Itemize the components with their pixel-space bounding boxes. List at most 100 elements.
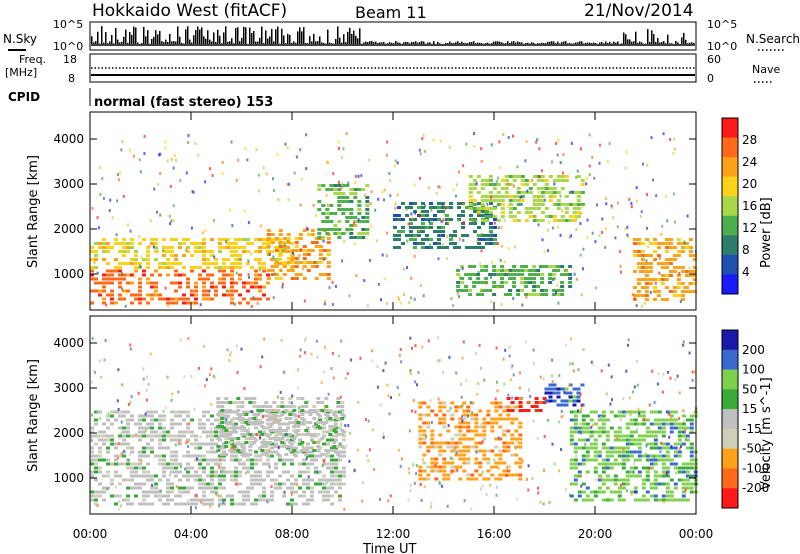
data-cell [210, 478, 214, 482]
data-cell [230, 426, 234, 430]
data-cell [146, 262, 150, 265]
data-cell [632, 242, 637, 245]
data-cell [174, 502, 178, 506]
data-cell [246, 486, 250, 490]
data-cell [493, 238, 497, 241]
data-cell [321, 212, 326, 215]
speckle [277, 198, 280, 202]
speckle [601, 477, 604, 481]
data-cell [298, 486, 302, 490]
speckle [168, 214, 171, 218]
noise-bar [161, 41, 163, 44]
speckle [381, 190, 384, 194]
speckle [107, 411, 110, 415]
data-cell [146, 434, 150, 438]
data-cell [130, 301, 134, 305]
data-cell [218, 269, 222, 273]
colorbar-tick: 4 [742, 265, 750, 279]
data-cell [572, 215, 577, 218]
data-cell [114, 258, 118, 261]
speckle [129, 229, 132, 233]
noise-bar [545, 43, 547, 44]
data-cell [264, 405, 269, 408]
data-cell [560, 219, 565, 222]
data-cell [605, 454, 610, 458]
speckle [408, 471, 411, 475]
data-cell [138, 438, 142, 442]
data-cell [320, 401, 325, 404]
data-cell [665, 482, 670, 486]
noise-bar [661, 42, 663, 44]
data-cell [468, 187, 473, 190]
data-cell [490, 449, 495, 453]
speckle [438, 234, 441, 237]
data-cell [334, 478, 338, 482]
data-cell [300, 413, 305, 416]
data-cell [286, 470, 290, 474]
data-cell [677, 422, 682, 426]
speckle [591, 362, 594, 366]
data-cell [134, 297, 138, 301]
data-cell [220, 429, 225, 432]
data-cell [286, 237, 291, 240]
data-cell [637, 454, 642, 458]
noise-bar [553, 41, 555, 44]
data-cell [645, 442, 650, 446]
data-cell [457, 206, 461, 209]
speckle [405, 207, 408, 211]
speckle [366, 454, 368, 458]
data-cell [457, 246, 461, 249]
data-cell [321, 184, 326, 187]
data-cell [556, 203, 561, 206]
noise-bar [245, 27, 247, 44]
speckle [394, 202, 397, 206]
data-cell [601, 426, 606, 430]
data-cell [202, 454, 206, 458]
speckle [383, 277, 386, 281]
data-cell [520, 199, 525, 202]
data-cell [282, 494, 286, 498]
data-cell [290, 438, 294, 442]
data-cell [170, 482, 174, 486]
data-cell [593, 470, 598, 474]
data-cell [292, 449, 297, 452]
speckle [553, 462, 556, 466]
data-cell [138, 285, 142, 289]
freq-tick-top: 18 [63, 53, 77, 66]
data-cell [548, 383, 553, 387]
data-cell [198, 466, 202, 470]
speckle [228, 208, 231, 212]
data-cell [597, 462, 602, 466]
data-cell [333, 192, 338, 195]
data-cell [637, 470, 642, 474]
speckle [500, 244, 503, 248]
data-cell [242, 462, 246, 466]
data-cell [470, 477, 475, 481]
data-cell [278, 258, 282, 261]
speckle [461, 404, 464, 408]
speckle [560, 415, 563, 419]
speckle [462, 203, 465, 207]
data-cell [98, 490, 102, 494]
data-cell [498, 453, 503, 457]
data-cell [397, 214, 401, 217]
data-cell [202, 238, 206, 241]
speckle [178, 440, 181, 444]
data-cell [272, 445, 277, 448]
noise-bar [543, 43, 545, 44]
data-cell [194, 434, 198, 438]
speckle [370, 190, 373, 194]
data-cell [689, 490, 694, 494]
speckle [446, 504, 449, 508]
data-cell [480, 183, 485, 186]
colorbar-swatch [722, 235, 738, 256]
noise-bar [329, 42, 331, 44]
speckle [455, 451, 458, 455]
data-cell [652, 250, 657, 253]
data-cell [276, 437, 281, 440]
data-cell [568, 215, 573, 218]
data-cell [142, 498, 146, 502]
speckle [439, 139, 442, 143]
data-cell [480, 207, 485, 210]
speckle [218, 504, 221, 508]
